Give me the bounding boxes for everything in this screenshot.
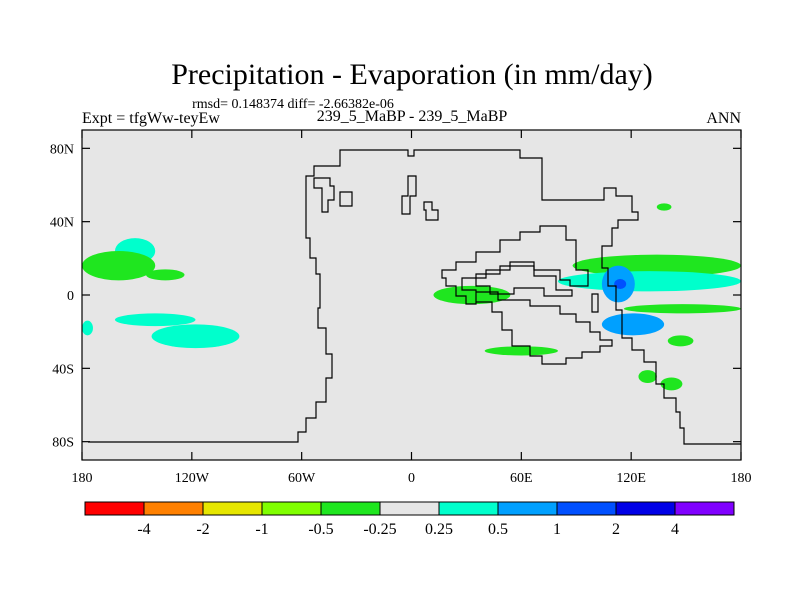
- contour-blob-16: [660, 377, 683, 391]
- map-area: [82, 130, 741, 460]
- y-tick-label: 40S: [52, 362, 74, 377]
- colorbar-label: -4: [137, 521, 150, 538]
- experiment-label: Expt = tfgWw-teyEw: [82, 110, 220, 127]
- colorbar-swatch: [143, 501, 204, 516]
- colorbar-label: 2: [612, 521, 620, 538]
- stats-label: rmsd= 0.148374 diff= -2.66382e-06: [192, 97, 394, 112]
- colorbar-label: 4: [671, 521, 679, 538]
- colorbar-swatch: [674, 501, 735, 516]
- contour-blob-13: [433, 285, 511, 305]
- coastlines: [88, 149, 741, 445]
- colorbar-label: -1: [255, 521, 268, 538]
- coastline-islands: [339, 191, 353, 207]
- y-tick-label: 80S: [52, 436, 74, 451]
- contour-blob-4: [114, 313, 196, 327]
- x-axis-tick-labels: 180 120W 60W 0 60E 120E 180: [72, 471, 752, 486]
- contour-blob-2: [82, 250, 156, 281]
- contour-blob-11: [601, 313, 665, 336]
- colorbar-swatch: [379, 501, 440, 516]
- contour-blob-8: [557, 271, 741, 292]
- axis-ticks: [81, 130, 742, 460]
- colorbar-swatch: [615, 501, 676, 516]
- x-tick-label: 180: [72, 471, 93, 486]
- y-axis-tick-labels: 80N 40N 0 40S 80S: [50, 142, 74, 450]
- colorbar-swatch: [497, 501, 558, 516]
- coastline-southern-cape: [591, 293, 599, 313]
- x-tick-label: 60E: [510, 471, 533, 486]
- colorbar-label: -0.5: [308, 521, 333, 538]
- colorbar-label: -0.25: [363, 521, 396, 538]
- colorbar-swatch: [438, 501, 499, 516]
- colorbar-swatch: [320, 501, 381, 516]
- coastline-peninsula-west: [313, 177, 335, 213]
- case-label: 239_5_MaBP - 239_5_MaBP: [317, 108, 508, 125]
- contour-blob-12: [667, 335, 694, 347]
- y-tick-label: 0: [67, 289, 74, 304]
- season-label: ANN: [706, 110, 741, 127]
- colorbar: [84, 501, 735, 516]
- colorbar-label: 0.5: [488, 521, 508, 538]
- x-tick-label: 120E: [616, 471, 646, 486]
- x-tick-label: 180: [731, 471, 752, 486]
- coastline-inner-sea: [441, 225, 613, 365]
- colorbar-swatch: [556, 501, 617, 516]
- contour-blob-6: [82, 320, 93, 336]
- colorbar-labels: -4 -2 -1 -0.5 -0.25 0.25 0.5 1 2 4: [137, 521, 679, 538]
- y-tick-label: 40N: [50, 216, 74, 231]
- x-tick-label: 0: [408, 471, 415, 486]
- colorbar-swatch: [84, 501, 145, 516]
- coastline-small-island: [423, 201, 439, 221]
- contour-fills: [82, 203, 741, 391]
- x-tick-label: 60W: [288, 471, 316, 486]
- coastline-inner-gulf: [475, 265, 573, 297]
- contour-blob-5: [151, 324, 240, 349]
- x-tick-label: 120W: [175, 471, 210, 486]
- contour-blob-14: [484, 346, 558, 356]
- map-background: [82, 130, 741, 460]
- contour-blob-17: [656, 203, 672, 211]
- contour-core: [614, 279, 627, 289]
- colorbar-swatch: [261, 501, 322, 516]
- colorbar-label: 1: [553, 521, 561, 538]
- coastline-western-continent: [88, 149, 741, 445]
- contour-blob-15: [638, 370, 657, 384]
- coastline-eastern-islands: [401, 175, 417, 215]
- contour-blob-3: [146, 269, 185, 281]
- chart-title: Precipitation - Evaporation (in mm/day): [171, 58, 653, 91]
- contour-blob-10: [623, 304, 741, 314]
- y-tick-label: 80N: [50, 142, 74, 157]
- colorbar-label: 0.25: [425, 521, 453, 538]
- colorbar-swatch: [202, 501, 263, 516]
- colorbar-label: -2: [196, 521, 209, 538]
